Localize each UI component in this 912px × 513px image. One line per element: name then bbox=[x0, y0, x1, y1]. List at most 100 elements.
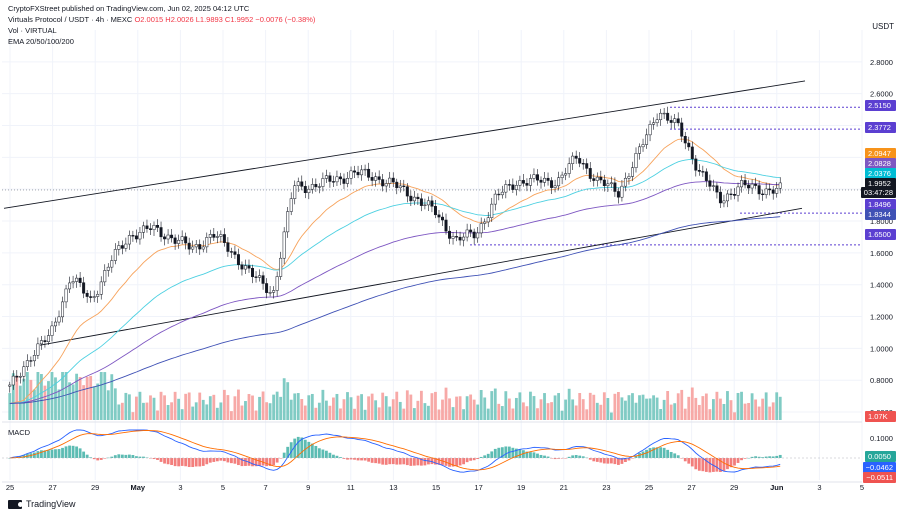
volume-bar bbox=[173, 391, 177, 420]
candle-body bbox=[560, 174, 564, 179]
candle-body bbox=[353, 170, 357, 173]
symbol-title[interactable]: Virtuals Protocol / USDT · 4h · MEXC bbox=[8, 15, 133, 24]
macd-histogram-bar bbox=[557, 458, 561, 459]
volume-bar bbox=[507, 398, 511, 420]
macd-histogram-bar bbox=[539, 454, 543, 458]
macd-histogram-bar bbox=[715, 458, 719, 472]
candle-body bbox=[426, 200, 430, 206]
candle-body bbox=[525, 183, 529, 186]
volume-bar bbox=[560, 410, 564, 420]
volume-bar bbox=[631, 393, 634, 420]
candle-body bbox=[247, 265, 251, 269]
candle-body bbox=[578, 158, 582, 164]
volume-bar bbox=[620, 397, 624, 420]
volume-bar bbox=[279, 396, 283, 420]
macd-histogram-bar bbox=[120, 454, 124, 458]
macd-histogram-bar bbox=[78, 448, 82, 458]
candle-body bbox=[543, 177, 547, 183]
volume-bar bbox=[740, 391, 743, 420]
volume-bar bbox=[581, 399, 585, 420]
volume-bar bbox=[254, 410, 258, 420]
macd-histogram-bar bbox=[54, 449, 57, 458]
volume-indicator-label[interactable]: Vol · VIRTUAL bbox=[8, 26, 57, 35]
candle-body bbox=[662, 112, 666, 115]
macd-histogram-bar bbox=[567, 456, 571, 458]
macd-histogram-bar bbox=[522, 450, 525, 458]
candle-body bbox=[342, 178, 346, 184]
volume-bar bbox=[11, 373, 15, 420]
macd-histogram-bar bbox=[222, 458, 226, 462]
candle-body bbox=[159, 227, 163, 238]
volume-bar bbox=[384, 396, 388, 420]
candle-body bbox=[581, 163, 585, 165]
macd-histogram-bar bbox=[346, 458, 349, 460]
volume-bar bbox=[191, 406, 195, 420]
candle-body bbox=[680, 122, 684, 137]
ema-20-line bbox=[9, 138, 781, 404]
time-axis[interactable]: 25 27 29 May 3 5 7 9 11 13 15 17 19 21 23 25 27 29 Jun 3 5 bbox=[2, 481, 864, 492]
volume-bar bbox=[110, 374, 114, 420]
ema-indicator-label[interactable]: EMA 20/50/100/200 bbox=[8, 37, 74, 46]
volume-bar bbox=[99, 372, 103, 420]
candle-body bbox=[85, 292, 89, 297]
macd-axis-tick: 0.1000 bbox=[870, 434, 893, 443]
volume-bar bbox=[690, 387, 694, 420]
macd-histogram-bar bbox=[497, 447, 501, 458]
macd-histogram-bar bbox=[40, 450, 43, 458]
volume-bar bbox=[303, 405, 307, 420]
macd-histogram-bar bbox=[328, 452, 332, 458]
candle-body bbox=[645, 134, 649, 145]
macd-histogram-bar bbox=[219, 458, 223, 461]
candle-body bbox=[469, 229, 473, 233]
candle-body bbox=[212, 234, 216, 238]
candle-body bbox=[567, 163, 571, 174]
candle-body bbox=[497, 193, 501, 196]
support-resistance-levels bbox=[2, 106, 862, 246]
macd-histogram-bar bbox=[655, 447, 659, 458]
volume-bar bbox=[458, 396, 462, 420]
macd-histogram-bar bbox=[142, 456, 145, 458]
volume-bar bbox=[729, 400, 733, 420]
time-axis-tick: 29 bbox=[91, 483, 99, 492]
macd-histogram-bar bbox=[757, 456, 761, 458]
volume-bar bbox=[282, 378, 286, 420]
ema-lines bbox=[9, 138, 781, 404]
volume-bar bbox=[472, 399, 476, 420]
macd-indicator-label[interactable]: MACD bbox=[8, 428, 31, 437]
brand-name: TradingView bbox=[26, 499, 76, 509]
volume-bar bbox=[536, 408, 539, 420]
candle-body bbox=[412, 196, 416, 202]
candle-body bbox=[317, 186, 321, 188]
volume-bar bbox=[757, 406, 761, 420]
candle-body bbox=[462, 236, 466, 241]
volume-bar bbox=[198, 392, 202, 420]
volume-bar bbox=[708, 409, 712, 420]
candle-body bbox=[198, 244, 202, 250]
volume-bar bbox=[771, 402, 775, 420]
candle-body bbox=[61, 301, 65, 318]
macd-histogram-bar bbox=[212, 458, 216, 462]
candle-body bbox=[272, 290, 276, 293]
candle-body bbox=[338, 176, 342, 180]
candle-body bbox=[451, 236, 455, 239]
candle-body bbox=[511, 184, 515, 190]
macd-histogram-bar bbox=[187, 458, 191, 468]
macd-histogram-bar bbox=[659, 447, 663, 458]
macd-histogram-bar bbox=[265, 458, 268, 467]
candle-body bbox=[219, 234, 223, 237]
volume-bar bbox=[89, 375, 93, 420]
macd-histogram-bar bbox=[469, 458, 473, 461]
volume-bar bbox=[135, 396, 138, 420]
candle-body bbox=[546, 177, 550, 181]
tradingview-brand[interactable]: TradingView bbox=[8, 499, 76, 509]
volume-bar bbox=[514, 397, 518, 420]
macd-histogram-bar bbox=[205, 458, 209, 465]
candle-body bbox=[775, 187, 779, 194]
macd-histogram-bar bbox=[662, 447, 666, 458]
volume-bar bbox=[156, 410, 159, 420]
time-axis-tick: 5 bbox=[860, 483, 864, 492]
volume-bar bbox=[469, 394, 473, 420]
macd-histogram-bar bbox=[599, 458, 603, 463]
macd-histogram-bar bbox=[500, 447, 504, 458]
